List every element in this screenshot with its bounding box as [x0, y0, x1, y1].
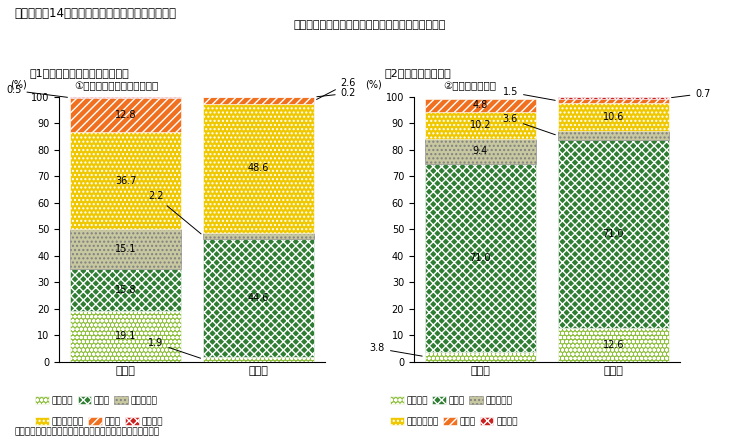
Text: 0.5: 0.5 [6, 86, 67, 97]
Text: 15.8: 15.8 [115, 285, 137, 295]
Bar [203, 233, 314, 239]
Text: 71.0: 71.0 [602, 229, 624, 239]
Text: 10.2: 10.2 [469, 120, 491, 131]
Bar [425, 351, 536, 362]
Legend: 短大・高専卒, 大学卒, 大学院卒: 短大・高専卒, 大学卒, 大学院卒 [386, 414, 521, 430]
Bar [558, 131, 669, 140]
Text: （備考）厄生労働省「賃金構造基本統計調査」により作成。: （備考）厄生労働省「賃金構造基本統計調査」により作成。 [15, 428, 160, 437]
Bar [425, 99, 536, 112]
Bar [558, 103, 669, 131]
Text: 48.6: 48.6 [248, 164, 269, 173]
Text: 第２－３－14図　日本人と永住者の学歴構成比較: 第２－３－14図 日本人と永住者の学歴構成比較 [15, 7, 177, 19]
Bar [70, 132, 181, 229]
Text: 2.2: 2.2 [148, 191, 201, 234]
Text: 専門的・技術的職業に従事する永住者の学歴は高い: 専門的・技術的職業に従事する永住者の学歴は高い [293, 20, 446, 30]
Text: 15.1: 15.1 [115, 244, 137, 254]
Text: 12.8: 12.8 [115, 110, 137, 120]
Text: ①専門的・技術的職業従事者: ①専門的・技術的職業従事者 [74, 82, 158, 92]
Bar [558, 328, 669, 362]
Bar [203, 97, 314, 104]
Text: 44.6: 44.6 [248, 292, 269, 303]
Bar [558, 97, 669, 99]
Text: 3.8: 3.8 [370, 344, 422, 356]
Text: ②生産工程従事者: ②生産工程従事者 [443, 82, 497, 92]
Text: 1.5: 1.5 [503, 87, 555, 101]
Bar [70, 269, 181, 311]
Bar [425, 139, 536, 164]
Text: 9.4: 9.4 [473, 146, 488, 156]
Bar [70, 229, 181, 269]
Bar [558, 140, 669, 328]
Text: 19.1: 19.1 [115, 331, 136, 341]
Y-axis label: (%): (%) [365, 79, 382, 89]
Bar [425, 164, 536, 351]
Y-axis label: (%): (%) [10, 79, 27, 89]
Bar [425, 112, 536, 139]
Bar [203, 104, 314, 233]
Text: 0.7: 0.7 [672, 89, 711, 99]
Text: 2.6: 2.6 [316, 78, 356, 100]
Text: 4.8: 4.8 [473, 101, 488, 111]
Text: 1.9: 1.9 [148, 338, 200, 358]
Text: 12.6: 12.6 [602, 340, 624, 350]
Text: 10.6: 10.6 [603, 112, 624, 122]
Text: （2）生産工程従事者: （2）生産工程従事者 [384, 68, 451, 78]
Text: 71.0: 71.0 [469, 253, 491, 263]
Text: 3.6: 3.6 [503, 114, 555, 135]
Bar [203, 239, 314, 357]
Text: （1）専門的・技術的職業従事者: （1）専門的・技術的職業従事者 [30, 68, 129, 78]
Text: 36.7: 36.7 [115, 176, 137, 186]
Bar [70, 97, 181, 98]
Text: 0.2: 0.2 [317, 88, 356, 98]
Bar [558, 99, 669, 103]
Bar [70, 98, 181, 132]
Bar [70, 311, 181, 362]
Bar [203, 357, 314, 362]
Legend: 短大・高専卒, 大学卒, 大学院卒: 短大・高専卒, 大学卒, 大学院卒 [32, 414, 166, 430]
